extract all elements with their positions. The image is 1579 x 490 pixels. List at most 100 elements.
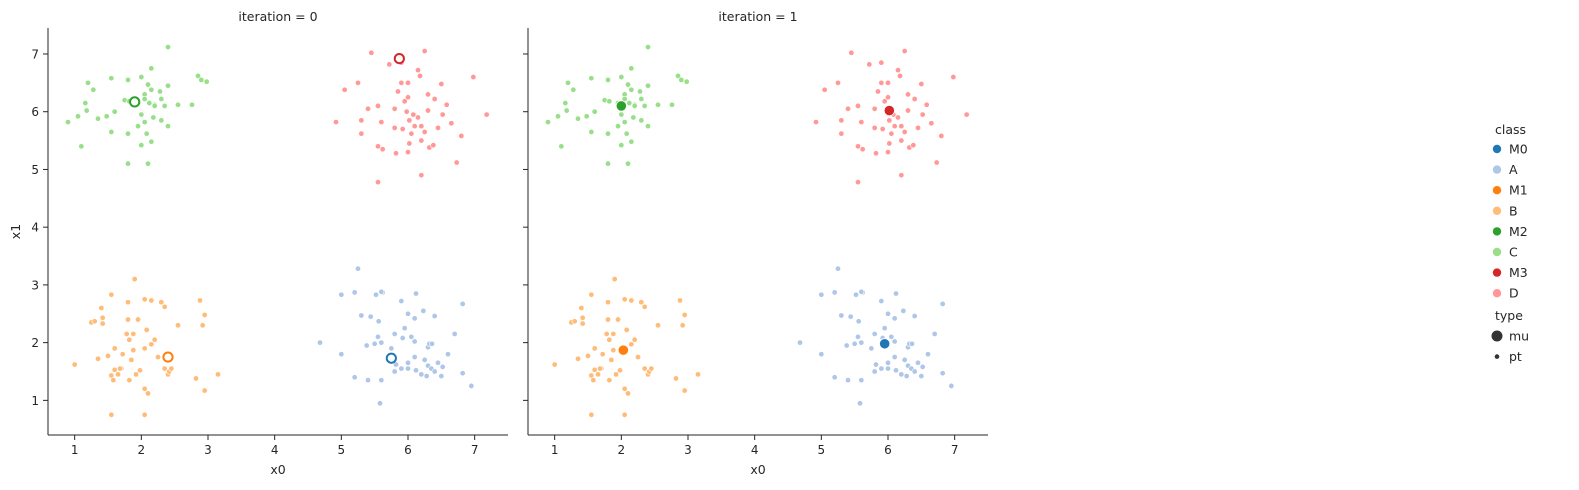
data-point-B xyxy=(130,347,137,354)
data-point-B xyxy=(579,314,586,321)
data-point-C xyxy=(638,117,645,124)
data-point-B xyxy=(108,411,115,418)
data-point-A xyxy=(423,373,430,380)
data-point-B xyxy=(126,336,133,343)
data-point-D xyxy=(904,91,911,98)
data-point-C xyxy=(138,142,145,149)
data-point-C xyxy=(644,82,651,89)
data-point-B xyxy=(591,345,598,352)
data-point-D xyxy=(401,98,408,105)
data-point-B xyxy=(158,299,165,306)
data-point-D xyxy=(848,49,855,56)
data-point-A xyxy=(431,313,438,320)
data-point-C xyxy=(95,115,102,122)
data-point-A xyxy=(919,363,926,370)
data-point-B xyxy=(105,352,112,359)
data-point-D xyxy=(416,72,423,79)
data-point-B xyxy=(681,311,688,318)
data-point-A xyxy=(376,400,383,407)
data-point-C xyxy=(141,96,148,103)
y-axis-label: x1 xyxy=(8,224,23,239)
data-point-D xyxy=(418,137,425,144)
data-point-C xyxy=(125,160,132,167)
data-point-B xyxy=(604,299,611,306)
data-point-C xyxy=(150,114,157,121)
data-point-D xyxy=(424,107,431,114)
data-point-B xyxy=(610,347,617,354)
data-point-D xyxy=(414,114,421,121)
data-point-D xyxy=(844,105,851,112)
data-point-C xyxy=(151,102,158,109)
data-point-A xyxy=(374,333,381,340)
data-point-C xyxy=(103,113,110,120)
data-point-D xyxy=(453,159,460,166)
data-point-D xyxy=(379,146,386,153)
x-tick-label: 4 xyxy=(751,443,759,457)
data-point-C xyxy=(141,119,148,126)
data-point-B xyxy=(596,365,603,372)
data-point-A xyxy=(858,377,865,384)
data-point-D xyxy=(378,119,385,126)
data-point-D xyxy=(410,111,417,118)
data-point-A xyxy=(911,313,918,320)
legend-label-B: B xyxy=(1509,203,1518,218)
data-point-B xyxy=(571,318,578,325)
data-point-D xyxy=(918,80,925,87)
data-point-C xyxy=(125,76,132,83)
data-point-A xyxy=(847,313,854,320)
data-point-A xyxy=(871,368,878,375)
data-point-B xyxy=(95,355,102,362)
data-point-C xyxy=(165,82,172,89)
data-point-A xyxy=(844,377,851,384)
data-point-C xyxy=(85,79,92,86)
data-point-C xyxy=(638,96,645,103)
data-point-C xyxy=(138,74,145,81)
data-point-D xyxy=(898,123,905,130)
data-point-B xyxy=(168,365,175,372)
data-point-D xyxy=(894,114,901,121)
data-point-D xyxy=(368,49,375,56)
data-point-A xyxy=(878,365,885,372)
data-point-A xyxy=(903,373,910,380)
data-point-B xyxy=(599,351,606,358)
data-point-A xyxy=(838,312,845,319)
data-point-C xyxy=(591,108,598,115)
data-point-B xyxy=(148,341,155,348)
data-point-B xyxy=(604,316,611,323)
data-point-B xyxy=(590,377,597,384)
data-point-A xyxy=(855,318,862,325)
data-point-B xyxy=(143,326,150,333)
data-point-B xyxy=(631,336,638,343)
data-point-A xyxy=(404,359,411,366)
data-point-D xyxy=(341,86,348,93)
data-point-D xyxy=(838,117,845,124)
data-point-D xyxy=(858,119,865,126)
data-point-C xyxy=(604,160,611,167)
data-point-C xyxy=(644,44,651,51)
data-point-D xyxy=(898,137,905,144)
y-tick-label: 6 xyxy=(31,105,39,119)
data-point-B xyxy=(108,291,115,298)
data-point-B xyxy=(641,365,648,372)
data-point-C xyxy=(158,117,165,124)
data-point-C xyxy=(145,81,152,88)
data-point-B xyxy=(606,377,613,384)
data-point-B xyxy=(623,326,630,333)
data-point-A xyxy=(351,289,358,296)
data-point-A xyxy=(378,377,385,384)
data-point-B xyxy=(551,361,558,368)
data-point-C xyxy=(644,123,651,130)
data-point-A xyxy=(891,354,898,361)
data-point-A xyxy=(439,363,446,370)
data-point-D xyxy=(950,74,957,81)
data-point-C xyxy=(203,78,210,85)
data-point-A xyxy=(418,371,425,378)
data-point-B xyxy=(135,316,142,323)
data-point-B xyxy=(591,366,598,373)
data-point-D xyxy=(812,119,819,126)
data-point-A xyxy=(891,338,898,345)
data-point-A xyxy=(884,310,891,317)
data-point-D xyxy=(418,123,425,130)
data-point-C xyxy=(108,75,115,82)
y-tick-label: 3 xyxy=(31,278,39,292)
